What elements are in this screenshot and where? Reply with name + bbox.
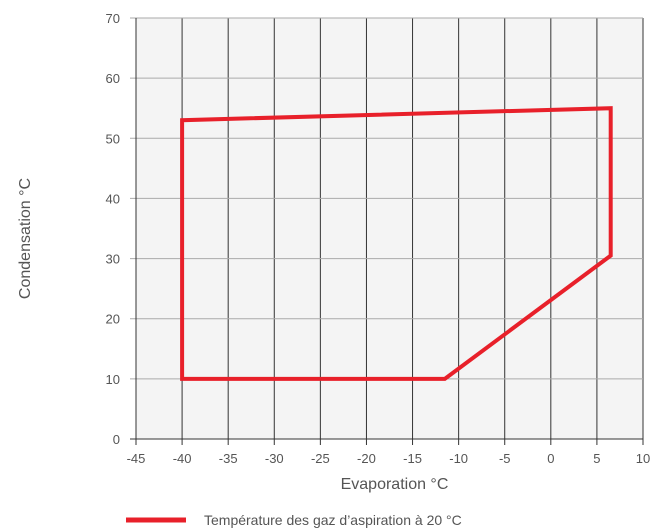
y-tick-label: 20: [106, 312, 120, 327]
y-tick-label: 0: [113, 432, 120, 447]
y-tick-label: 10: [106, 372, 120, 387]
x-tick-label: -5: [499, 451, 511, 466]
x-tick-label: -10: [449, 451, 468, 466]
x-axis-label: Evaporation °C: [341, 476, 449, 493]
x-tick-label: -45: [127, 451, 146, 466]
x-tick-label: 0: [547, 451, 554, 466]
y-tick-label: 50: [106, 131, 120, 146]
legend-label: Température des gaz d’aspiration à 20 °C: [204, 512, 462, 528]
legend: Température des gaz d’aspiration à 20 °C: [126, 512, 462, 528]
x-tick-label: -35: [219, 451, 238, 466]
x-tick-label: 10: [636, 451, 650, 466]
x-axis-ticks: -45 -40 -35 -30 -25 -20 -15 -10 -5 0 5 10: [127, 451, 651, 466]
envelope-polygon: [180, 106, 613, 381]
y-tick-label: 30: [106, 252, 120, 267]
x-tick-label: 5: [593, 451, 600, 466]
x-tick-label: -15: [403, 451, 422, 466]
series-layer: [180, 106, 613, 381]
y-axis-label: Condensation °C: [17, 178, 34, 299]
x-tick-label: -40: [173, 451, 192, 466]
x-tick-label: -25: [311, 451, 330, 466]
axes: [130, 18, 643, 445]
x-tick-label: -30: [265, 451, 284, 466]
y-tick-label: 60: [106, 71, 120, 86]
y-tick-label: 70: [106, 11, 120, 26]
plot-area: [136, 18, 643, 439]
y-axis-ticks: 0 10 20 30 40 50 60 70: [106, 11, 120, 447]
x-tick-label: -20: [357, 451, 376, 466]
y-tick-label: 40: [106, 191, 120, 206]
